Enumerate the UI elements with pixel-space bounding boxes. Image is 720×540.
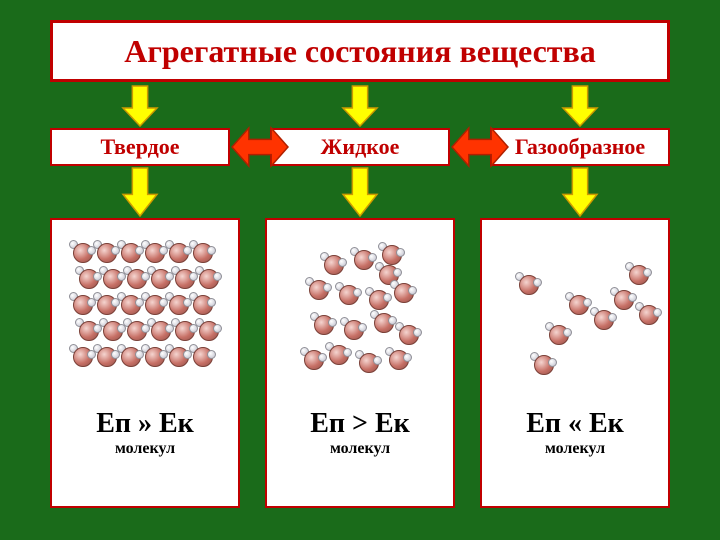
- panel-solid: Еп » Ек молекул: [50, 218, 240, 508]
- molecules-gas: [498, 234, 653, 389]
- molecules-liquid: [283, 234, 438, 389]
- state-label-liquid: Жидкое: [321, 134, 400, 160]
- state-box-solid: Твердое: [50, 128, 230, 166]
- panel-liquid: Еп > Ек молекул: [265, 218, 455, 508]
- state-label-gas: Газообразное: [515, 134, 645, 160]
- state-box-gas: Газообразное: [490, 128, 670, 166]
- state-label-solid: Твердое: [100, 134, 179, 160]
- molecules-solid: [68, 234, 223, 389]
- formula-sub-solid: молекул: [115, 440, 175, 458]
- title-text: Агрегатные состояния вещества: [124, 33, 596, 70]
- formula-solid: Еп » Ек: [96, 409, 194, 440]
- title-box: Агрегатные состояния вещества: [50, 20, 670, 82]
- formula-gas: Еп « Ек: [526, 409, 624, 440]
- formula-sub-gas: молекул: [545, 440, 605, 458]
- panel-gas: Еп « Ек молекул: [480, 218, 670, 508]
- state-box-liquid: Жидкое: [270, 128, 450, 166]
- formula-sub-liquid: молекул: [330, 440, 390, 458]
- formula-liquid: Еп > Ек: [310, 409, 410, 440]
